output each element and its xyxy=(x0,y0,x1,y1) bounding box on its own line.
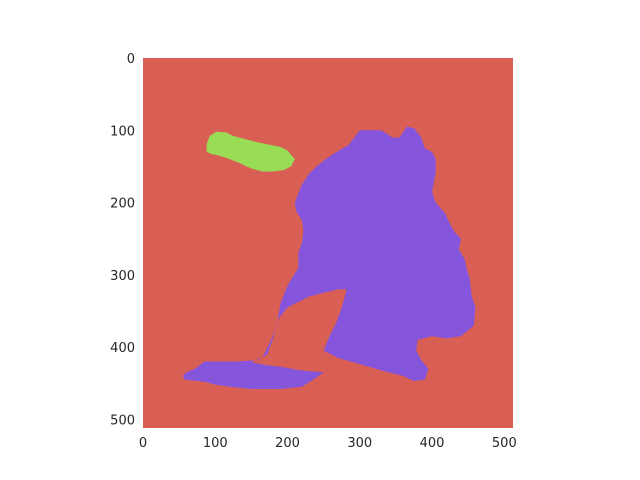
y-tick-label: 0 xyxy=(127,52,135,67)
x-tick-label: 100 xyxy=(203,436,228,451)
y-tick-label: 200 xyxy=(110,197,135,212)
y-tick-label: 100 xyxy=(110,124,135,139)
y-tick-label: 400 xyxy=(110,341,135,356)
head-polygon xyxy=(206,131,295,172)
x-tick-label: 400 xyxy=(420,436,445,451)
y-axis: 0 100 200 300 400 500 xyxy=(110,52,135,428)
body-region xyxy=(182,126,476,389)
body-polygon xyxy=(182,126,476,389)
head-region xyxy=(206,131,295,172)
x-tick-label: 300 xyxy=(347,436,372,451)
x-axis: 0 100 200 300 400 500 xyxy=(139,436,517,451)
x-tick-label: 0 xyxy=(139,436,147,451)
x-tick-label: 200 xyxy=(275,436,300,451)
x-tick-label: 500 xyxy=(492,436,517,451)
y-tick-label: 500 xyxy=(110,413,135,428)
y-tick-label: 300 xyxy=(110,269,135,284)
image-area xyxy=(143,58,513,428)
